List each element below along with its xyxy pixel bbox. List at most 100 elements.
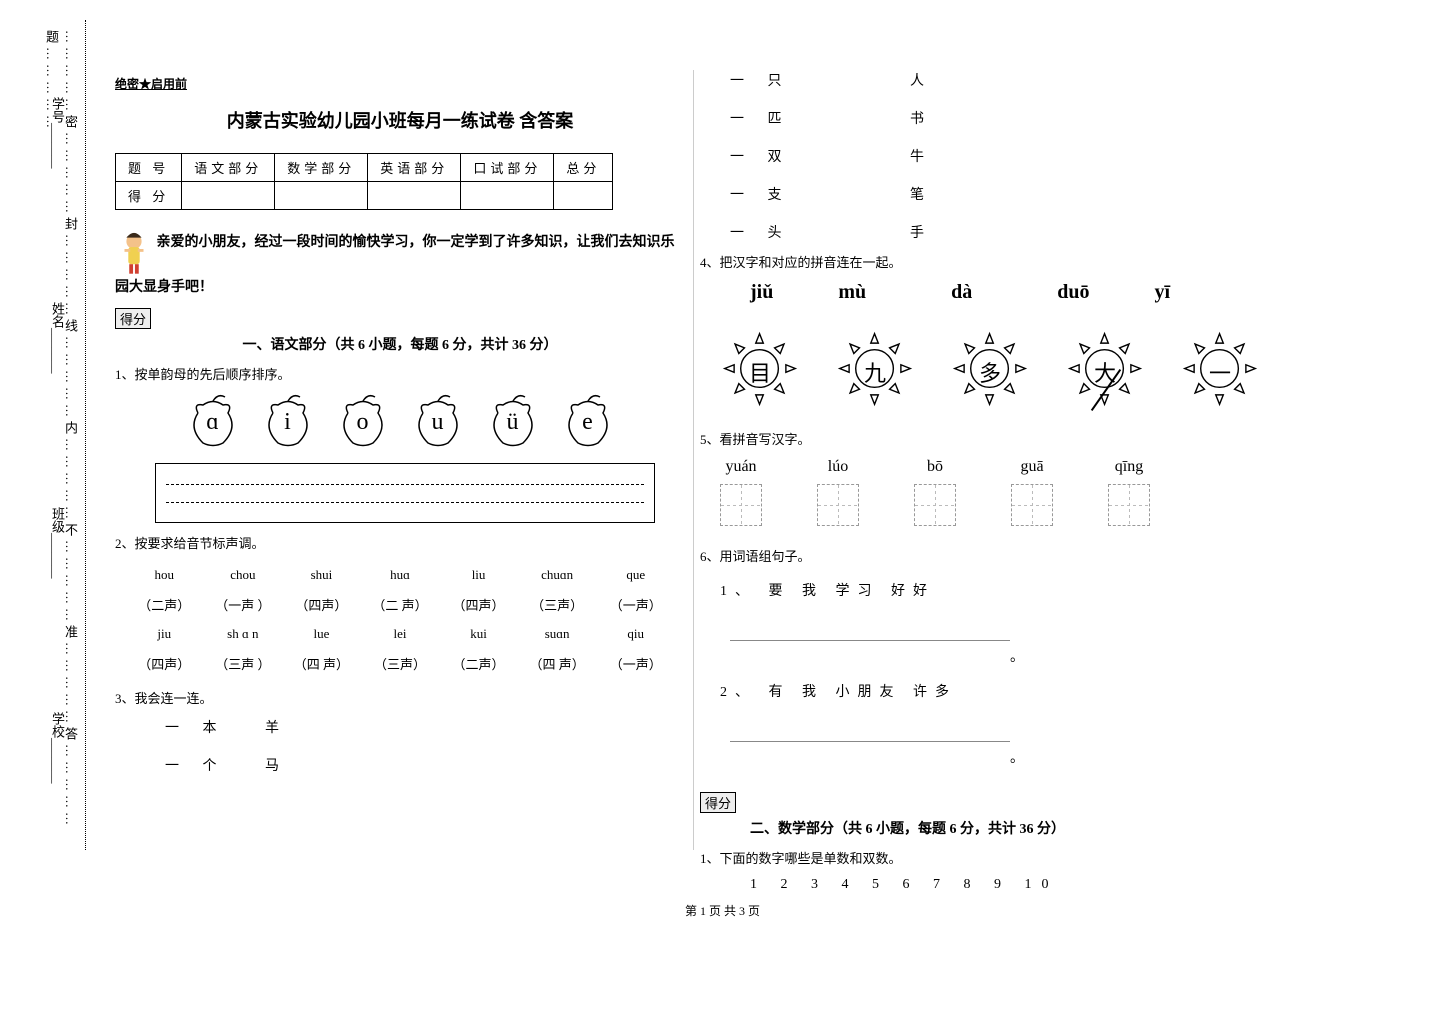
py: jiǔ — [750, 281, 773, 304]
pair-l: 一 个 — [165, 755, 265, 775]
syl: liu — [439, 567, 518, 583]
apple-v: ü — [483, 393, 543, 448]
syl: suɑn — [518, 626, 597, 642]
pinyin-row: jiǔ mù dà duō yī — [750, 281, 1260, 304]
syl: que — [596, 567, 675, 583]
period: 。 — [1010, 751, 1024, 766]
tone: （一声） — [596, 654, 675, 673]
pair-r: 马 — [265, 755, 415, 775]
write-item: qīng — [1108, 458, 1150, 526]
syl: sh ɑ n — [204, 626, 283, 642]
cell-blank[interactable] — [182, 182, 275, 210]
cell-blank[interactable] — [554, 182, 613, 210]
sun-yi: 一 — [1180, 329, 1260, 414]
syl: qiu — [596, 626, 675, 642]
cell-label: 得 分 — [116, 182, 182, 210]
char-box[interactable] — [1108, 484, 1150, 526]
char-box[interactable] — [720, 484, 762, 526]
syl: shui — [282, 567, 361, 583]
exam-title: 内蒙古实验幼儿园小班每月一练试卷 含答案 — [115, 107, 685, 133]
tone: （四 声） — [518, 654, 597, 673]
sidebar-fields: 学校_______ 班级_______ 姓名_______ 学号_______ — [48, 30, 67, 850]
write-item: lúo — [817, 458, 859, 526]
blank-line[interactable] — [730, 726, 1010, 742]
syl: jiu — [125, 626, 204, 642]
tone: （二声） — [125, 595, 204, 614]
syl: kui — [439, 626, 518, 642]
py: yī — [1155, 281, 1171, 304]
char-box[interactable] — [817, 484, 859, 526]
score-table: 题 号 语文部分 数学部分 英语部分 口试部分 总分 得 分 — [115, 153, 613, 210]
write-item: yuán — [720, 458, 762, 526]
sun-row: 目 九 多 大 一 — [720, 329, 1260, 414]
cell-blank[interactable] — [461, 182, 554, 210]
tone: （四声） — [282, 595, 361, 614]
py: dà — [951, 281, 972, 304]
apple-o: o — [333, 393, 393, 448]
tone: （一声） — [596, 595, 675, 614]
cell-header: 口试部分 — [461, 154, 554, 182]
pair-l: 一 双 — [730, 146, 850, 166]
number-row: 1 2 3 4 5 6 7 8 9 10 — [750, 877, 1260, 893]
apple-a: ɑ — [183, 393, 243, 448]
tone: （二声） — [439, 654, 518, 673]
pair-l: 一 匹 — [730, 108, 850, 128]
s2-words: 2、 有 我 小朋友 许多 — [720, 681, 1260, 701]
tone: （四 声） — [282, 654, 361, 673]
sun-da: 大 — [1065, 329, 1145, 414]
q2-text: 2、按要求给音节标声调。 — [115, 533, 685, 552]
blank-line[interactable] — [730, 625, 1010, 641]
cell-header: 数学部分 — [275, 154, 368, 182]
answer-box[interactable] — [155, 463, 655, 523]
apple-u: u — [408, 393, 468, 448]
py: duō — [1057, 281, 1089, 304]
page-footer: 第 1 页 共 3 页 — [0, 902, 1445, 919]
pair-r: 书 — [910, 108, 970, 128]
intro-text: 亲爱的小朋友，经过一段时间的愉快学习，你一定学到了许多知识，让我们去知识乐园大显… — [115, 235, 675, 295]
column-divider — [693, 70, 694, 850]
score-box[interactable]: 得分 — [700, 792, 736, 813]
pair-l: 一 本 — [165, 717, 265, 737]
intro-block: 亲爱的小朋友，经过一段时间的愉快学习，你一定学到了许多知识，让我们去知识乐园大显… — [115, 230, 685, 300]
syl: lei — [361, 626, 440, 642]
syl: lue — [282, 626, 361, 642]
vowel-row: ɑ i o u ü e — [115, 393, 685, 448]
tone: （一声 ） — [204, 595, 283, 614]
cell-blank[interactable] — [368, 182, 461, 210]
q3-text: 3、我会连一连。 — [115, 688, 685, 707]
field-class: 班级_______ — [48, 507, 67, 579]
write-item: bō — [914, 458, 956, 526]
cell-blank[interactable] — [275, 182, 368, 210]
sun-mu: 目 — [720, 329, 800, 414]
syl: huɑ — [361, 567, 440, 583]
score-box[interactable]: 得分 — [115, 308, 151, 329]
char-box[interactable] — [914, 484, 956, 526]
pair-r: 羊 — [265, 717, 415, 737]
pair-r: 笔 — [910, 184, 970, 204]
cell-header: 语文部分 — [182, 154, 275, 182]
period: 。 — [1010, 650, 1024, 665]
q4-text: 4、把汉字和对应的拼音连在一起。 — [700, 252, 1260, 271]
table-row: 题 号 语文部分 数学部分 英语部分 口试部分 总分 — [116, 154, 613, 182]
pair-l: 一 只 — [730, 70, 850, 90]
char-box[interactable] — [1011, 484, 1053, 526]
math-q1: 1、下面的数字哪些是单数和双数。 — [700, 848, 1260, 867]
section1-heading: 一、语文部分（共 6 小题，每题 6 分，共计 36 分） — [115, 334, 685, 354]
syl: hou — [125, 567, 204, 583]
apple-e: e — [558, 393, 618, 448]
tone-grid: hou chou shui huɑ liu chuɑn que （二声） （一声… — [125, 567, 675, 673]
pair-grid-right: 一 只人 一 匹书 一 双牛 一 支笔 一 头手 — [730, 70, 1260, 242]
field-id: 学号_______ — [48, 97, 67, 169]
pair-grid-left: 一 本羊 一 个马 — [165, 717, 685, 775]
pair-l: 一 支 — [730, 184, 850, 204]
child-icon — [115, 230, 153, 275]
q5-text: 5、看拼音写汉字。 — [700, 429, 1260, 448]
syl: chou — [204, 567, 283, 583]
cell-header: 总分 — [554, 154, 613, 182]
write-row: yuán lúo bō guā qīng — [720, 458, 1260, 526]
py: mù — [838, 281, 866, 304]
tone: （三声） — [518, 595, 597, 614]
table-row: 得 分 — [116, 182, 613, 210]
tone: （三声 ） — [204, 654, 283, 673]
pair-l: 一 头 — [730, 222, 850, 242]
